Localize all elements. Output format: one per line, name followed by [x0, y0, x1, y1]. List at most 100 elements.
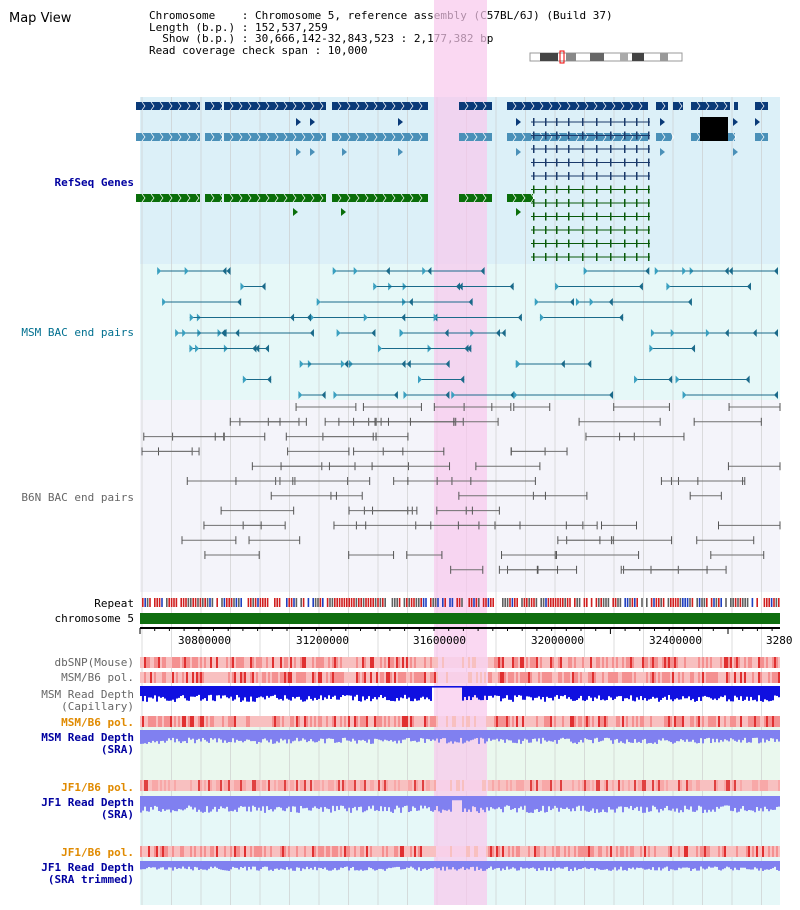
depth-bar [152, 861, 154, 868]
heatmap-cell [584, 716, 586, 727]
depth-bar [310, 686, 312, 699]
refseq-gene-features[interactable] [136, 101, 768, 261]
depth-bar [490, 796, 492, 808]
track-label-msm-depth-capillary[interactable]: MSM Read Depth [41, 688, 134, 701]
read-depth-tracks[interactable] [140, 686, 780, 871]
heatmap-cell [492, 780, 494, 791]
heatmap-cell [158, 780, 160, 791]
depth-bar [400, 796, 402, 813]
repeat-element [720, 598, 722, 607]
heatmap-cell [774, 657, 776, 668]
repeat-element [286, 598, 288, 607]
depth-bar [292, 686, 294, 697]
gene-strand-arrow [150, 193, 155, 203]
depth-bar [540, 861, 542, 871]
track-label-dbsnp[interactable]: dbSNP(Mouse) [54, 656, 134, 669]
heatmap-cell [522, 657, 524, 668]
heatmap-cell [148, 716, 150, 727]
track-label-msm-depth-sra[interactable]: MSM Read Depth [41, 731, 134, 744]
heatmap-cell [178, 846, 180, 857]
heatmap-cell [408, 780, 410, 791]
depth-bar [260, 796, 262, 811]
repeat-element [355, 598, 358, 607]
msm-bac-end-pairs[interactable] [157, 267, 778, 399]
depth-bar [528, 796, 530, 813]
heatmap-cell [420, 672, 422, 683]
depth-bar [684, 686, 686, 699]
heatmap-cell [568, 716, 570, 727]
chromosome-ideogram[interactable] [529, 50, 683, 64]
heatmap-cell [716, 716, 718, 727]
transcript-exon [533, 172, 535, 180]
repeat-element [540, 598, 542, 607]
heatmap-cell [732, 657, 734, 668]
depth-bar [774, 686, 776, 696]
depth-bar [328, 730, 330, 739]
heatmap-cell [700, 657, 702, 668]
gene-strand-arrow [301, 132, 306, 142]
depth-bar [514, 686, 516, 696]
gene-strand-arrow [159, 101, 164, 111]
depth-bar [382, 730, 384, 742]
depth-bar [292, 730, 294, 742]
track-label-jf1-depth-trimmed[interactable]: JF1 Read Depth [41, 861, 134, 874]
repeat-track[interactable] [142, 598, 780, 607]
depth-bar [618, 686, 620, 697]
track-label-jf1-b6-pol-2[interactable]: JF1/B6 pol. [61, 846, 134, 859]
heatmap-cell [258, 846, 260, 857]
depth-bar [524, 796, 526, 806]
heatmap-cell [488, 657, 490, 668]
repeat-element [233, 598, 235, 607]
heatmap-cell [154, 672, 156, 683]
depth-bar [228, 686, 230, 699]
bac-end-marker [745, 375, 750, 384]
b6n-bac-end-pairs[interactable] [141, 403, 781, 574]
heatmap-cell [722, 672, 724, 683]
track-label-jf1-depth[interactable]: JF1 Read Depth [41, 796, 134, 809]
heatmap-cell [362, 657, 364, 668]
repeat-element [319, 598, 322, 607]
chromosome-bar[interactable] [140, 613, 780, 624]
depth-bar [614, 861, 616, 868]
highlight-region[interactable] [434, 0, 487, 905]
repeat-element [353, 598, 355, 607]
track-label-repeat[interactable]: Repeat [94, 597, 134, 610]
transcript-exon [582, 253, 584, 261]
track-label-msm-b6-pol[interactable]: MSM/B6 pol. [61, 671, 134, 684]
heatmap-cell [312, 846, 314, 857]
depth-bar [598, 686, 600, 696]
track-label-refseq[interactable]: RefSeq Genes [54, 176, 134, 189]
depth-bar [388, 861, 390, 868]
heatmap-cell [250, 672, 252, 683]
gene-strand-arrow [629, 101, 634, 111]
heatmap-cell [574, 672, 576, 683]
heatmap-cell [528, 846, 530, 857]
heatmap-cell [422, 780, 424, 791]
track-label-b6n-bac[interactable]: B6N BAC end pairs [21, 491, 134, 504]
transcript-exon [648, 239, 650, 248]
heatmap-cell [524, 672, 526, 683]
repeat-element [614, 598, 617, 607]
heatmap-cell [364, 780, 366, 791]
heatmap-cell [478, 780, 480, 791]
heatmap-cell [158, 672, 160, 683]
heatmap-cell [672, 657, 674, 668]
depth-bar [352, 730, 354, 739]
gene-strand-arrow [274, 132, 279, 142]
heatmap-cell [204, 657, 206, 668]
bac-end-marker [189, 344, 194, 353]
depth-bar [488, 796, 490, 811]
track-label-jf1-b6-pol[interactable]: JF1/B6 pol. [61, 781, 134, 794]
track-label-msm-bac[interactable]: MSM BAC end pairs [21, 326, 134, 339]
polymorphism-heatmaps[interactable] [140, 657, 780, 857]
depth-bar [432, 796, 434, 812]
heatmap-cell [300, 657, 302, 668]
heatmap-cell [392, 716, 394, 727]
repeat-element [626, 598, 629, 607]
depth-bar [588, 686, 590, 697]
track-label-msm-b6-pol-2[interactable]: MSM/B6 pol. [61, 716, 134, 729]
repeat-element [578, 598, 581, 607]
repeat-element [257, 598, 259, 607]
heatmap-cell [376, 657, 378, 668]
